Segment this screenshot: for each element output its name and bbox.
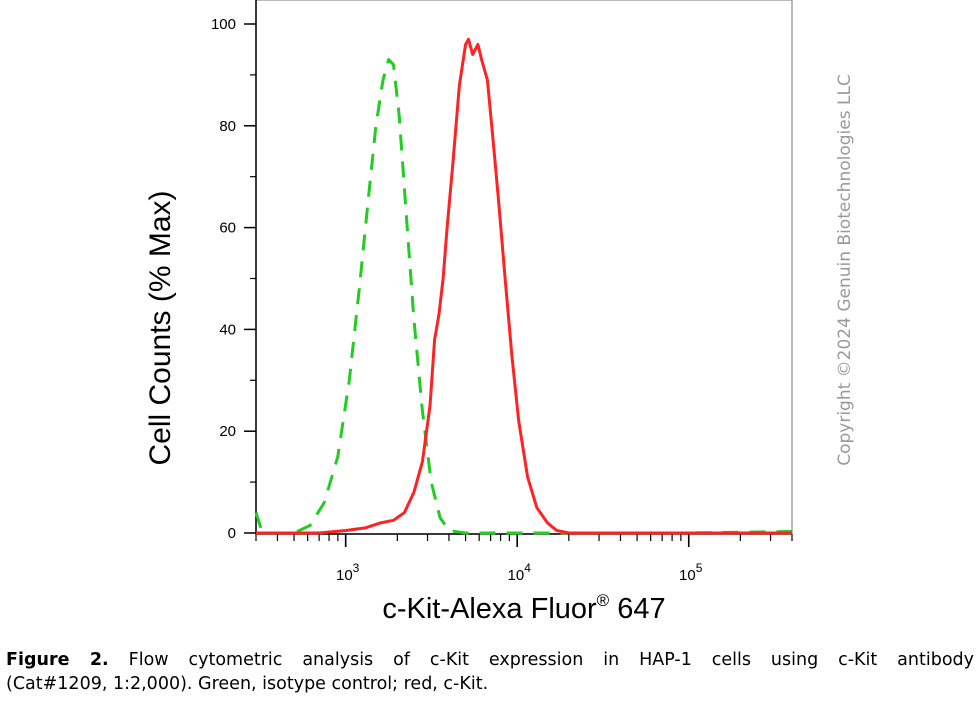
histogram-series [254,37,793,535]
y-tick-label: 0 [228,525,236,542]
figure-caption: Figure 2. Flow cytometric analysis of c-… [6,648,974,696]
isotype-control-series [254,58,793,535]
y-tick-label: 60 [219,220,236,237]
y-tick-label: 20 [219,423,236,440]
x-axis-title: c-Kit-Alexa Fluor® 647 [382,591,665,625]
x-axis-ticks: 103 104 105 [255,534,793,584]
x-tick-label: 103 [336,561,360,584]
caption-line-2: (Cat#1209, 1:2,000). Green, isotype cont… [6,674,489,694]
figure-label: Figure 2. [6,650,109,670]
caption-text-1: Flow cytometric analysis of c-Kit expres… [108,650,974,670]
y-tick-label: 40 [219,321,236,338]
y-axis-title: Cell Counts (% Max) [144,190,177,465]
y-axis-ticks: 0 20 40 60 80 100 [211,16,256,542]
flow-cytometry-histogram: 0 20 40 60 80 100 103 104 105 Cell Counts (% Ma… [144,0,855,625]
x-tick-label: 105 [679,561,703,584]
caption-line-1: Figure 2. Flow cytometric analysis of c-… [6,648,974,672]
x-tick-label: 104 [508,561,532,584]
y-tick-label: 80 [219,118,236,135]
y-tick-label: 100 [211,16,236,33]
c-kit-series [256,37,792,535]
copyright-watermark: Copyright ©2024 Genuin Biotechnologies L… [835,74,855,466]
